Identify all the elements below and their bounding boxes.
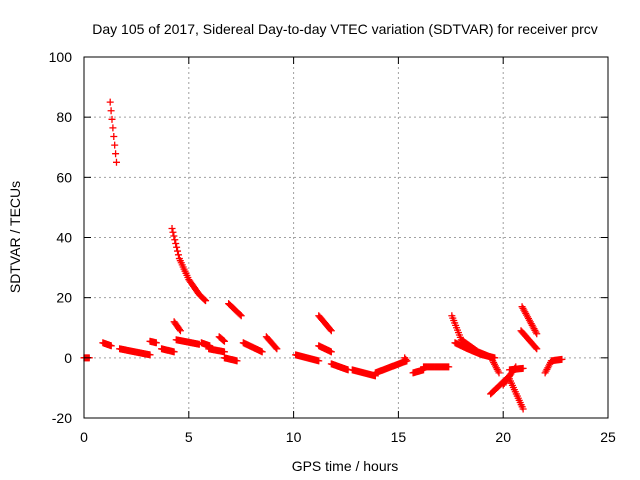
series-arc19 — [315, 342, 335, 356]
data-point — [107, 107, 115, 115]
series-arc18 — [315, 312, 335, 335]
data-point — [109, 124, 117, 132]
series-arc27 — [451, 339, 499, 362]
series-arc14 — [225, 300, 245, 320]
data-point — [111, 141, 119, 149]
series-arc02 — [106, 98, 120, 166]
data-point — [220, 348, 228, 356]
series-arc16 — [262, 333, 281, 353]
data-point — [152, 339, 160, 347]
x-tick-label: 25 — [600, 429, 616, 445]
series-arc03 — [99, 339, 115, 350]
data-point — [258, 348, 266, 356]
data-point — [220, 337, 228, 345]
series-arc05 — [146, 337, 160, 347]
data-point — [272, 344, 280, 352]
series-arc15 — [239, 339, 266, 356]
series-arc31 — [505, 364, 527, 374]
series-arc28 — [489, 357, 503, 377]
data-point — [146, 351, 154, 359]
data-point — [173, 243, 181, 251]
data-point — [403, 357, 411, 365]
y-axis-label: SDTVAR / TECUs — [7, 181, 23, 293]
series-arc08 — [170, 318, 184, 335]
series-arc07 — [168, 224, 210, 305]
data-point — [558, 355, 566, 363]
data-point — [533, 330, 541, 338]
y-tick-label: 60 — [56, 169, 72, 185]
data-point — [168, 224, 176, 232]
data-point — [202, 297, 210, 305]
series-arc24 — [409, 366, 428, 377]
data-point — [174, 251, 182, 259]
y-tick-label: 80 — [56, 109, 72, 125]
data-point — [176, 327, 184, 335]
x-tick-label: 5 — [185, 429, 193, 445]
series-arc25 — [420, 363, 453, 371]
data-point — [445, 363, 453, 371]
data-point — [327, 348, 335, 356]
data-point — [233, 357, 241, 365]
series-arc04 — [116, 345, 154, 359]
y-tick-label: 40 — [56, 230, 72, 246]
x-tick-label: 20 — [495, 429, 511, 445]
series-arc32 — [505, 375, 527, 413]
data-point — [237, 312, 245, 320]
data-point — [172, 240, 180, 248]
data-point — [519, 405, 527, 413]
data-point — [169, 228, 177, 236]
data-point — [315, 357, 323, 365]
series-arc13 — [220, 354, 241, 365]
data-point — [236, 311, 244, 319]
series-arc09 — [172, 336, 203, 348]
data-point — [176, 325, 184, 333]
data-point — [532, 344, 540, 352]
data-point — [220, 337, 228, 345]
series-arc12 — [215, 333, 228, 345]
data-point — [106, 98, 114, 106]
data-point — [171, 236, 179, 244]
data-point — [108, 115, 116, 123]
grid — [84, 57, 608, 418]
axis-ticks: 0 5 10 15 20 25 -20 0 20 40 60 80 100 — [49, 49, 616, 445]
series-arc33 — [518, 303, 541, 338]
y-tick-label: 100 — [49, 49, 73, 65]
series-arc23 — [401, 354, 411, 365]
series-arc36 — [547, 355, 566, 365]
data-point — [519, 364, 527, 372]
data-point — [107, 342, 115, 350]
data-point — [174, 247, 182, 255]
data-point — [495, 369, 503, 377]
data-point — [110, 133, 118, 141]
data-point — [533, 345, 541, 353]
data-point — [326, 326, 334, 334]
x-tick-label: 15 — [391, 429, 407, 445]
series-arc17 — [292, 351, 323, 365]
data-point — [170, 232, 178, 240]
data-point — [201, 296, 209, 304]
data-point — [402, 355, 410, 363]
y-tick-label: 0 — [64, 350, 72, 366]
y-tick-label: -20 — [52, 410, 72, 426]
series-arc06 — [158, 345, 178, 356]
data-point — [170, 348, 178, 356]
data-point — [112, 150, 120, 158]
series-arc20 — [327, 360, 352, 374]
data-points — [80, 98, 566, 413]
series-arc34 — [517, 327, 541, 353]
x-axis-label: GPS time / hours — [292, 458, 399, 474]
chart-title: Day 105 of 2017, Sidereal Day-to-day VTE… — [92, 21, 598, 37]
x-tick-label: 0 — [80, 429, 88, 445]
data-point — [273, 345, 281, 353]
data-point — [327, 327, 335, 335]
series-arc11 — [205, 345, 228, 356]
x-tick-label: 10 — [286, 429, 302, 445]
y-tick-label: 20 — [56, 290, 72, 306]
data-point — [112, 158, 120, 166]
